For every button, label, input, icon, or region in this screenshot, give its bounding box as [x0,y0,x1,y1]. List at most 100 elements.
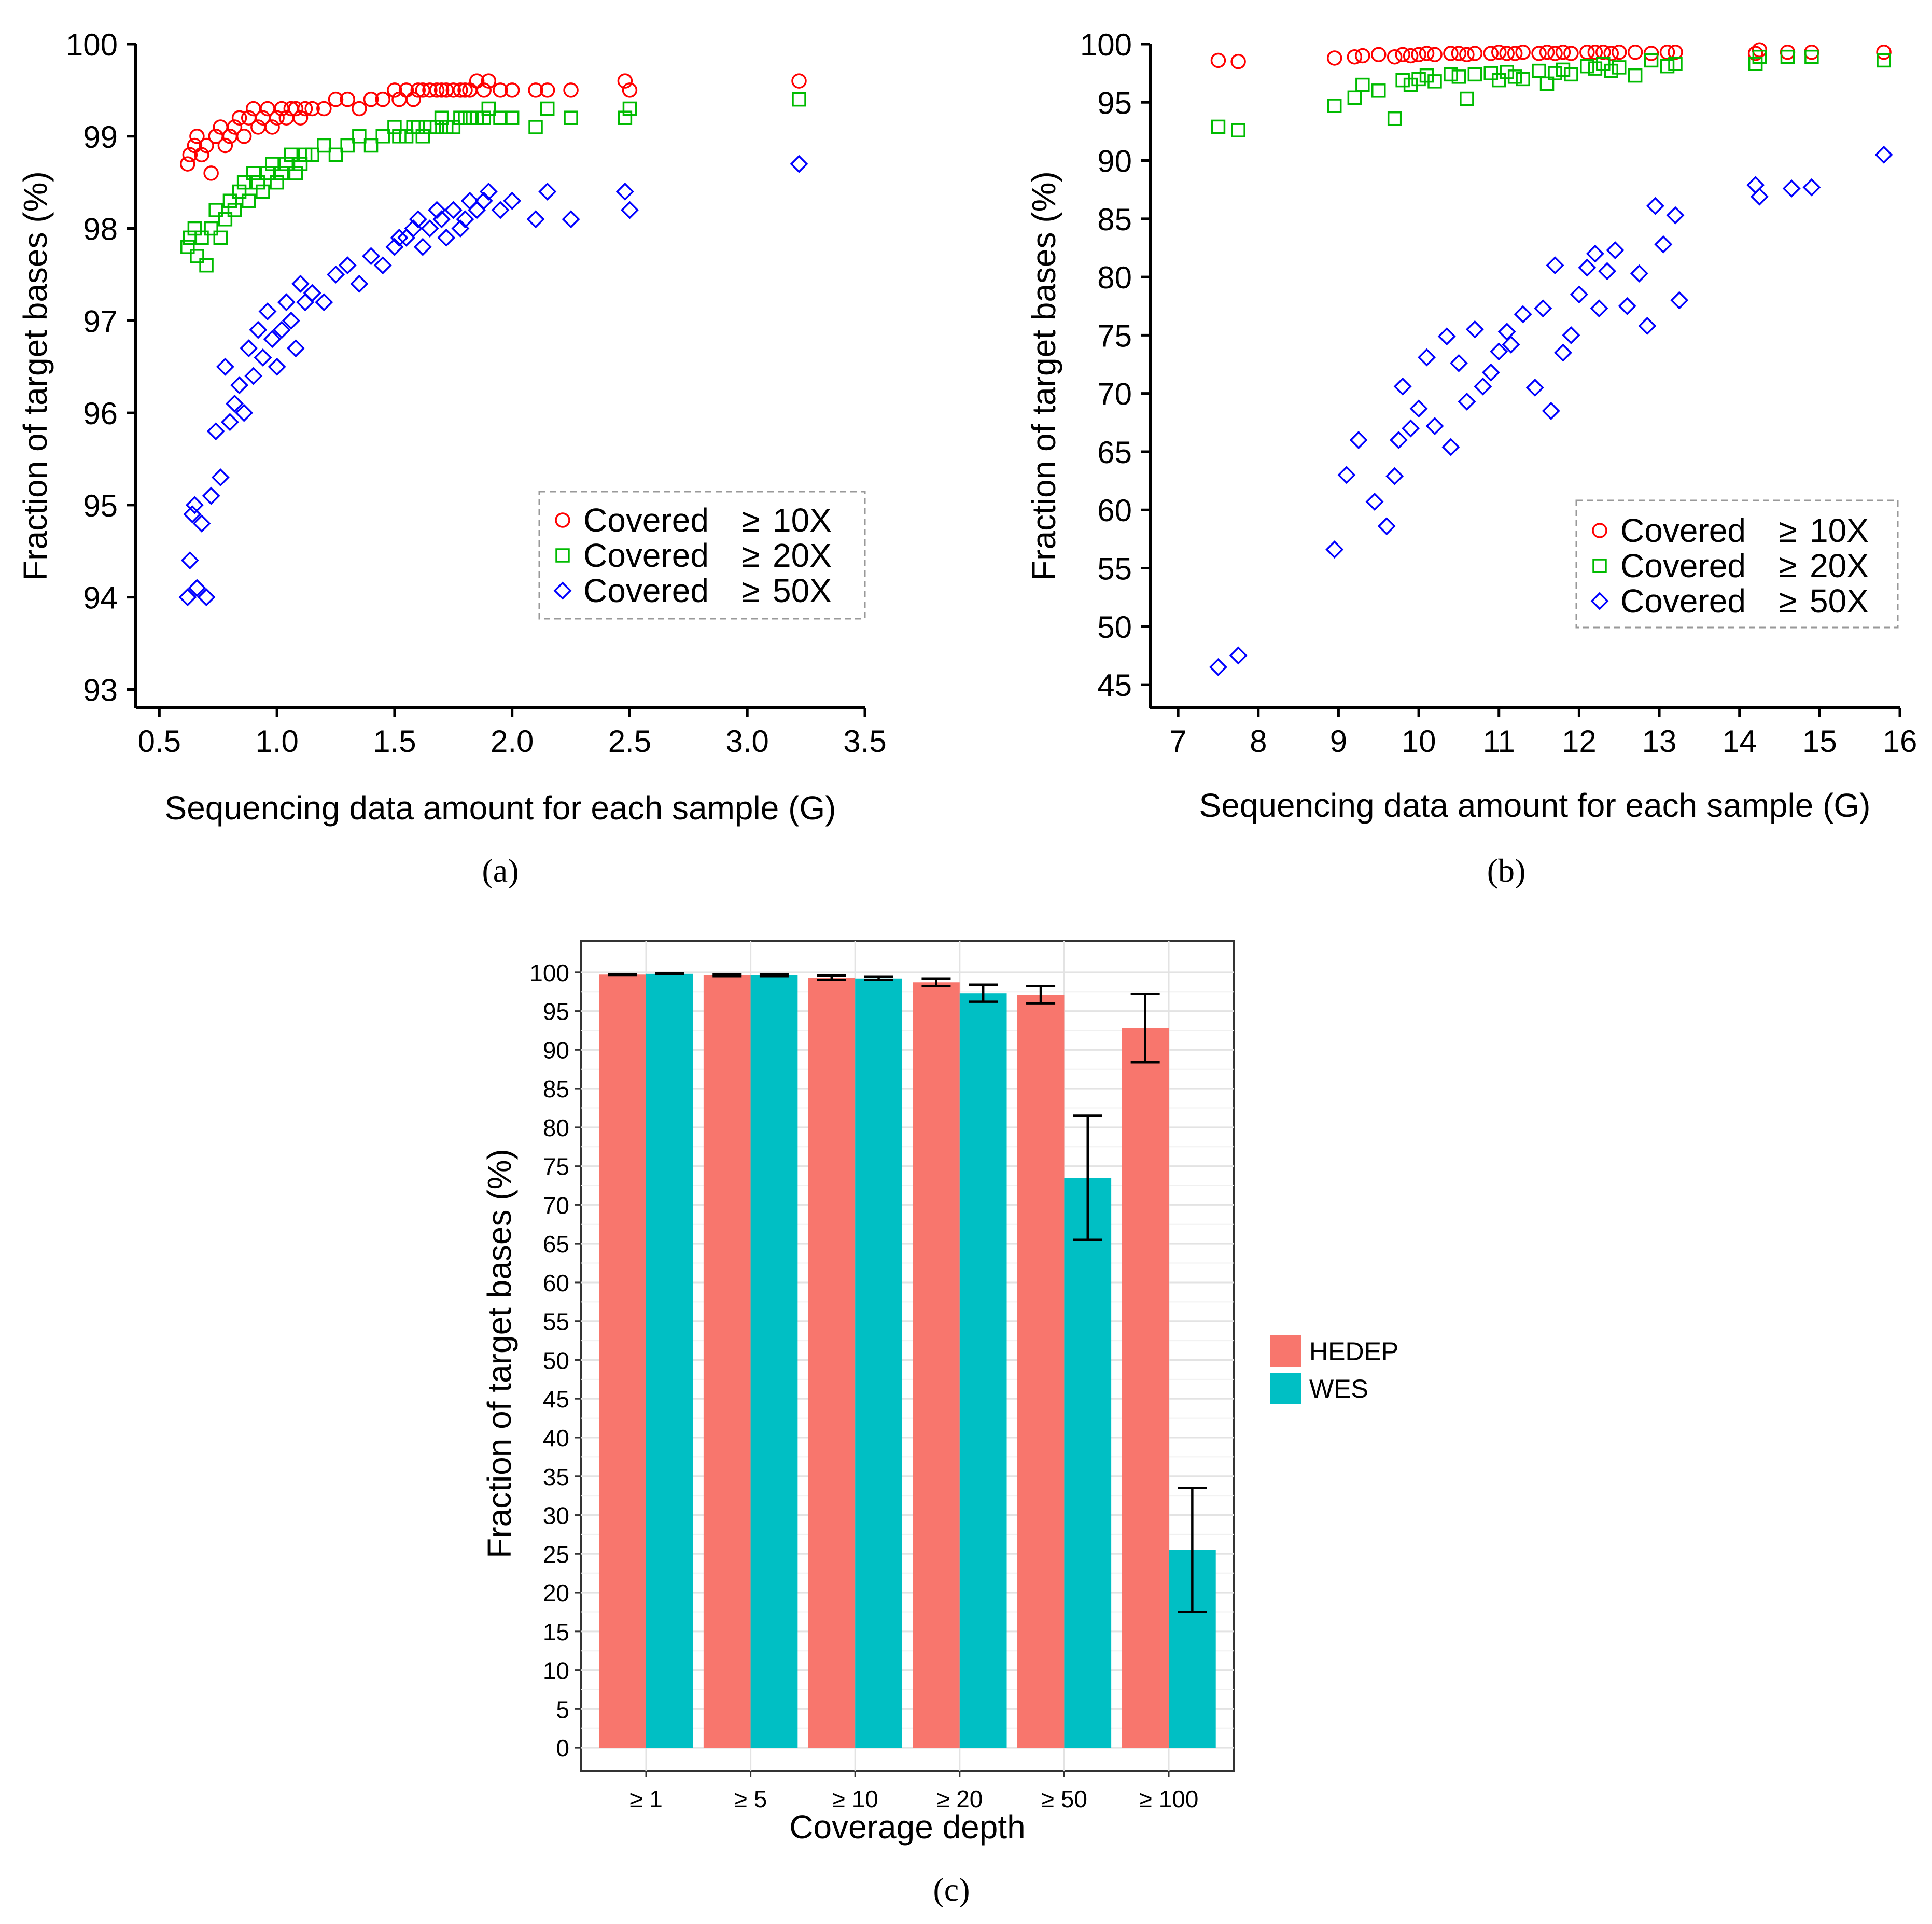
scatter-point [1355,77,1370,92]
y-tick-label: 10 [543,1657,569,1684]
scatter-point [288,101,304,117]
scatter-point [1325,540,1344,559]
scatter-point [1444,67,1458,82]
scatter-point [199,258,214,273]
scatter-point [1230,53,1246,69]
scatter-point [1507,69,1522,84]
scatter-point [190,249,204,263]
scatter-point [1443,46,1459,61]
y-tick-label: 96 [83,396,118,431]
scatter-point [1659,44,1675,60]
legend-threshold: 50X [1810,582,1869,620]
scatter-point [1612,60,1627,75]
scatter-point [315,293,333,312]
scatter-point [340,138,355,153]
bar [959,993,1007,1748]
x-tick-label: 16 [1883,724,1917,759]
scatter-point [203,165,219,181]
scatter-point [1603,46,1619,61]
y-tick-label: 0 [556,1735,569,1762]
scatter-point [1580,59,1594,74]
scatter-point [1483,46,1499,61]
scatter-point [1387,49,1403,65]
scatter-point [1578,258,1597,277]
scatter-point [1588,61,1603,76]
scatter-point [231,110,247,126]
y-tick-label: 90 [1097,144,1132,179]
scatter-point [1437,327,1456,346]
scatter-point [288,166,303,180]
scatter-point [1427,47,1443,62]
scatter-point [263,330,282,348]
scatter-point [453,82,468,98]
scatter-point [792,92,806,107]
panel-a-label: (a) [482,852,519,889]
legend-threshold: 10X [1810,512,1869,549]
scatter-point [282,311,300,330]
scatter-point [1532,63,1546,78]
x-tick-label: ≥ 50 [1041,1786,1087,1813]
scatter-point [217,137,233,154]
scatter-point [244,367,263,385]
scatter-point [562,210,580,229]
scatter-point [1418,348,1436,367]
legend-threshold: 20X [773,537,832,574]
scatter-point [1465,320,1484,339]
scatter-point [1347,90,1362,105]
scatter-point [468,201,486,219]
scatter-point [1211,119,1226,134]
y-tick-label: 98 [83,212,118,247]
scatter-point [1425,417,1444,436]
scatter-point [1491,73,1506,88]
scatter-point [213,230,228,245]
panel-b-label: (b) [1487,852,1526,889]
scatter-point [180,240,195,254]
legend-geq: ≥ [1779,582,1797,620]
x-tick-label: 1.5 [373,724,416,759]
scatter-point [1377,517,1396,536]
scatter-point [251,175,265,190]
scatter-point [296,293,315,312]
scatter-point [218,212,233,227]
legend-label: Covered [1620,582,1746,620]
scatter-point [1564,67,1578,82]
scatter-point [1507,46,1523,61]
scatter-point [437,228,456,247]
scatter-point [1802,178,1821,197]
scatter-point [1604,63,1619,78]
scatter-point [1403,48,1419,64]
scatter-point [1490,342,1508,361]
scatter-point [428,201,446,219]
scatter-point [1555,44,1571,60]
y-tick-label: 99 [83,120,118,155]
scatter-point [563,82,579,98]
scatter-point [1467,46,1483,61]
y-tick-label: 80 [1097,260,1132,295]
legend-threshold: 50X [773,572,832,609]
scatter-point [444,201,463,219]
scatter-point [305,147,319,162]
y-tick-label: 50 [543,1347,569,1374]
panel-a-xlabel: Sequencing data amount for each sample (… [165,789,836,827]
panel-b-xlabel: Sequencing data amount for each sample (… [1199,787,1871,824]
scatter-point [504,82,520,98]
scatter-point [182,147,198,163]
y-tick-label: 85 [543,1076,569,1103]
scatter-point [1326,50,1342,66]
scatter-point [227,203,242,217]
scatter-point [409,210,427,229]
scatter-point [1670,291,1689,310]
scatter-point [1393,377,1412,396]
scatter-point [1804,49,1819,64]
scatter-point [1449,354,1468,372]
scatter-point [1587,44,1603,60]
bar [1122,1028,1169,1748]
scatter-point [1451,46,1467,61]
scatter-point [297,101,313,117]
panel-b-legend-box [1575,499,1899,629]
scatter-point [615,182,634,201]
x-tick-label: 1.0 [255,724,298,759]
scatter-point [1411,72,1426,87]
panel-c-label: (c) [933,1871,970,1908]
scatter-point [526,210,545,229]
